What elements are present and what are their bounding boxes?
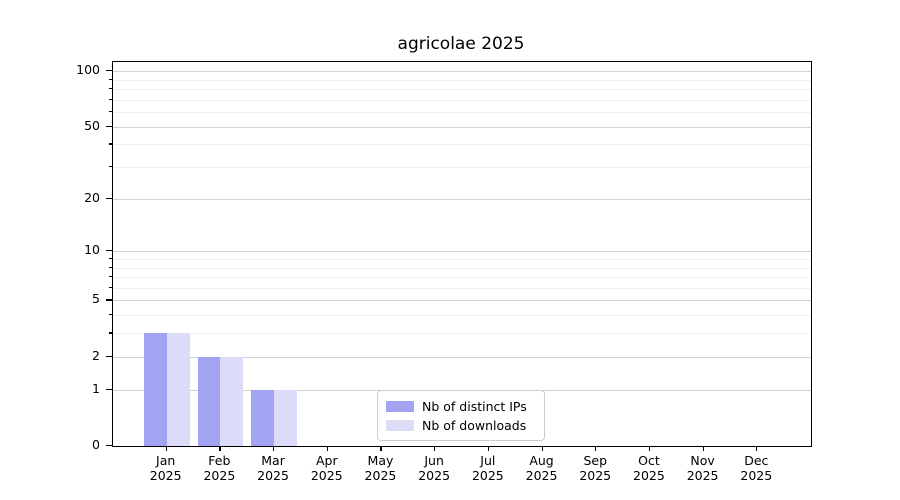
- gridline-minor: [113, 79, 811, 81]
- gridline-minor: [113, 267, 811, 269]
- gridline-minor: [113, 99, 811, 101]
- y-tick-minor: [108, 332, 112, 334]
- x-tick-label-oct: Oct 2025: [633, 453, 665, 483]
- gridline-minor: [113, 112, 811, 114]
- gridline-major: [113, 71, 811, 73]
- chart-title: agricolae 2025: [397, 34, 525, 54]
- y-tick-minor: [108, 111, 112, 113]
- y-tick-label: 10: [84, 242, 100, 258]
- y-tick: [106, 250, 112, 252]
- x-tick-label-may: May 2025: [364, 453, 397, 483]
- bar-distinct-ips-feb: [197, 356, 221, 446]
- y-tick-minor: [108, 98, 112, 100]
- gridline-major: [113, 356, 811, 358]
- gridline-minor: [113, 315, 811, 317]
- legend-label-downloads: Nb of downloads: [422, 417, 527, 433]
- gridline-minor: [113, 277, 811, 279]
- bar-distinct-ips-jan: [143, 333, 167, 446]
- gridline-minor: [113, 144, 811, 146]
- x-tick: [595, 446, 597, 451]
- y-tick-minor: [108, 266, 112, 268]
- gridline-minor: [113, 258, 811, 260]
- legend-label-distinct-ips: Nb of distinct IPs: [422, 398, 527, 414]
- legend: Nb of distinct IPs Nb of downloads: [377, 390, 545, 441]
- y-tick-minor: [108, 78, 112, 80]
- x-tick-label-aug: Aug 2025: [525, 453, 558, 483]
- y-tick-minor: [108, 88, 112, 90]
- gridline-major: [113, 126, 811, 128]
- gridline-major: [113, 300, 811, 302]
- gridline-minor: [113, 287, 811, 289]
- legend-item-downloads: Nb of downloads: [386, 416, 535, 434]
- y-tick-label: 0: [92, 437, 100, 452]
- y-tick-minor: [108, 286, 112, 289]
- x-tick: [165, 446, 167, 451]
- x-tick-label-mar: Mar 2025: [257, 453, 289, 483]
- y-tick: [106, 388, 112, 390]
- gridline-minor: [113, 167, 811, 169]
- x-tick-label-jun: Jun 2025: [418, 453, 451, 483]
- y-tick-minor: [108, 143, 112, 145]
- y-tick: [106, 70, 112, 72]
- x-tick-label-feb: Feb 2025: [203, 453, 236, 483]
- legend-swatch-distinct-ips: [386, 400, 414, 412]
- y-tick-label: 50: [84, 117, 100, 133]
- legend-item-distinct-ips: Nb of distinct IPs: [386, 397, 535, 415]
- x-tick: [273, 446, 275, 451]
- x-tick-label-nov: Nov 2025: [686, 453, 719, 483]
- gridline-major: [113, 198, 811, 200]
- x-tick-label-apr: Apr 2025: [310, 453, 343, 483]
- x-tick-label-sep: Sep 2025: [579, 453, 612, 483]
- y-tick-minor: [108, 257, 112, 260]
- bar-downloads-jan: [166, 333, 190, 446]
- gridline-minor: [113, 333, 811, 335]
- gridline-minor: [113, 89, 811, 91]
- y-tick-minor: [108, 314, 112, 316]
- y-tick: [106, 445, 112, 447]
- gridline-major: [113, 251, 811, 253]
- y-tick-label: 2: [92, 347, 100, 363]
- x-tick: [434, 446, 436, 451]
- x-tick-label-dec: Dec 2025: [740, 453, 773, 483]
- bar-downloads-mar: [274, 389, 297, 446]
- x-tick: [380, 446, 382, 451]
- bar-downloads-feb: [220, 356, 244, 446]
- y-tick: [106, 197, 112, 199]
- x-tick: [326, 446, 328, 451]
- x-tick: [541, 446, 543, 451]
- plot-area: [112, 61, 812, 447]
- y-tick-label: 100: [76, 62, 100, 78]
- x-tick: [487, 446, 490, 451]
- y-tick-label: 1: [92, 380, 100, 396]
- x-tick: [219, 446, 221, 451]
- y-tick-label: 20: [84, 189, 100, 205]
- y-tick-label: 5: [92, 291, 100, 307]
- x-tick-label-jul: Jul 2025: [471, 453, 504, 483]
- legend-swatch-downloads: [386, 419, 414, 431]
- y-tick-minor: [108, 166, 112, 168]
- y-tick: [106, 355, 112, 357]
- x-tick: [702, 446, 704, 451]
- x-tick: [648, 446, 651, 451]
- y-tick: [106, 125, 112, 127]
- y-tick-minor: [108, 276, 112, 278]
- x-tick: [756, 446, 758, 451]
- x-tick-label-jan: Jan 2025: [149, 453, 182, 483]
- y-tick: [106, 299, 112, 301]
- bar-distinct-ips-mar: [251, 389, 275, 446]
